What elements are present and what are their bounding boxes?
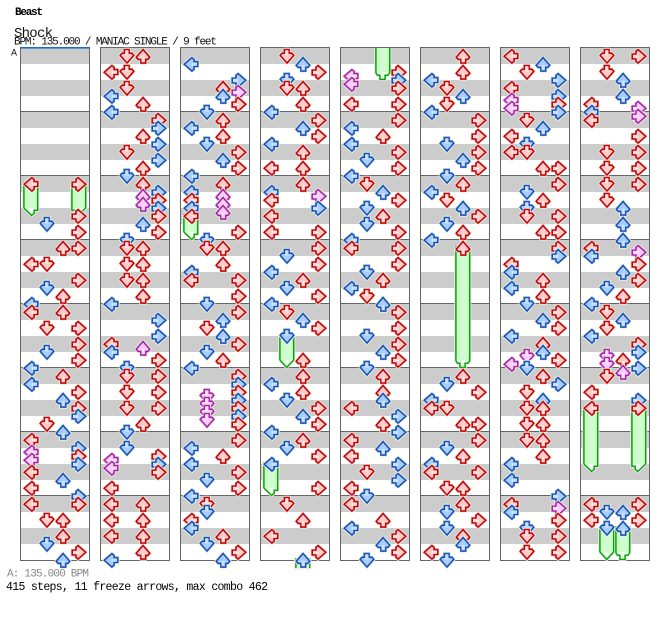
svg-text:Shock: Shock (14, 26, 53, 42)
svg-text:BPM: 135.000 / MANIAC SINGLE /: BPM: 135.000 / MANIAC SINGLE / 9 feet (14, 37, 217, 49)
svg-text:Beast: Beast (15, 7, 43, 19)
svg-text:415 steps, 11 freeze arrows, m: 415 steps, 11 freeze arrows, max combo 4… (6, 581, 268, 594)
svg-text:A: 135.000 BPM: A: 135.000 BPM (7, 569, 89, 581)
svg-text:A: A (11, 49, 17, 60)
